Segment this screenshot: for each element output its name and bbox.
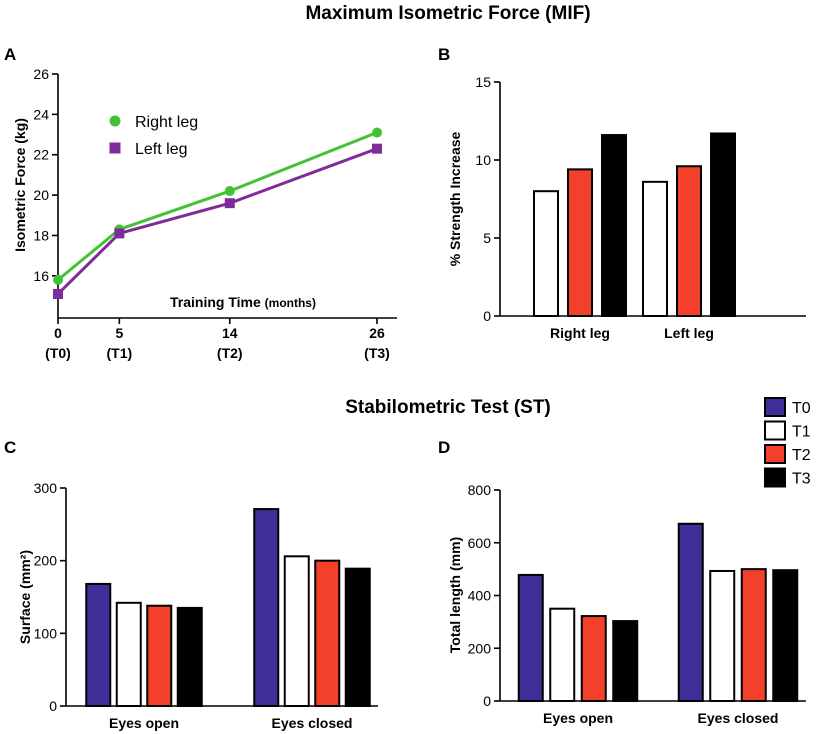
x-tick-label-a: 5 (115, 325, 123, 341)
bar-eyes-open-t1 (115, 601, 142, 708)
y-tick-label: 10 (475, 152, 491, 168)
bar-right-leg-t3 (601, 134, 627, 317)
x-tick-label-a: 14 (222, 325, 238, 341)
st-title: Stabilometric Test (ST) (345, 397, 551, 418)
legend-swatch-t2 (764, 444, 786, 464)
mif-title: Maximum Isometric Force (MIF) (305, 3, 590, 24)
bar-eyes-open-t3 (612, 620, 639, 702)
y-tick-label-a: 26 (33, 66, 49, 82)
y-tick-label-a: 16 (33, 268, 49, 284)
data-point-right-leg (372, 127, 382, 138)
x-tick-label-a: 0 (54, 325, 62, 341)
bar-eyes-closed-t2 (740, 568, 767, 702)
y-tick-label: 15 (475, 74, 491, 90)
x-axis-title-a: Training Time (months) (170, 294, 316, 310)
y-axis-title: Total length (mm) (447, 537, 463, 653)
series-line-left-leg (56, 147, 378, 296)
bar-eyes-open-t1 (549, 607, 576, 702)
y-tick-label: 5 (483, 230, 491, 246)
legend-label-t3: T3 (792, 471, 811, 488)
bar-eyes-open-t2 (146, 604, 173, 707)
y-tick-label: 0 (49, 698, 57, 714)
bar-eyes-closed-t2 (314, 559, 341, 708)
bar-eyes-open-t0 (85, 582, 112, 707)
x-tick-label: Left leg (664, 325, 714, 341)
y-tick-label: 0 (483, 693, 491, 709)
y-tick-label: 800 (468, 482, 492, 498)
bar-eyes-closed-t1 (283, 555, 310, 707)
legend-marker-right-leg (109, 115, 121, 127)
data-point-left-leg (53, 288, 63, 299)
x-tick-label: Eyes open (109, 715, 179, 731)
legend-label-t1: T1 (792, 424, 811, 441)
y-axis-title-a: Isometric Force (kg) (12, 118, 28, 252)
legend-swatch-t1 (764, 420, 786, 441)
x-tick-label: Eyes open (543, 710, 613, 726)
x-sub-label-a: (T1) (107, 345, 133, 361)
bar-eyes-closed-t3 (344, 567, 371, 707)
bar-right-leg-t2 (567, 168, 593, 317)
data-point-right-leg (224, 186, 235, 197)
x-axis-unit-a: (months) (265, 296, 316, 310)
y-tick-label: 600 (468, 535, 492, 551)
legend-swatch-t3 (764, 467, 786, 488)
panel-label-d: D (438, 438, 450, 457)
y-tick-label: 400 (468, 588, 492, 604)
y-tick-label-a: 18 (33, 227, 49, 243)
panel-label-c: C (4, 438, 16, 457)
panel-label-b: B (438, 45, 450, 64)
bar-eyes-closed-t0 (253, 508, 280, 707)
y-tick-label: 300 (34, 480, 58, 496)
bar-eyes-closed-t1 (709, 569, 736, 702)
bar-left-leg-t3 (710, 132, 736, 317)
x-sub-label-a: (T0) (45, 345, 71, 361)
x-tick-label: Eyes closed (698, 710, 779, 726)
legend-label-t0: T0 (792, 400, 811, 417)
chart-b: 0 5 10 15 % Strength Increase Right leg Left l… (447, 74, 806, 341)
y-tick-label: 200 (34, 553, 58, 569)
chart-d: 0 200 400 600 800 Total length (mm) Eyes open E… (447, 482, 806, 726)
y-tick-label-a: 20 (33, 187, 49, 203)
bar-eyes-closed-t0 (677, 522, 704, 703)
x-tick-label-a: 26 (369, 325, 385, 341)
x-sub-label-a: (T2) (217, 345, 243, 361)
data-point-left-leg (372, 143, 382, 154)
y-axis-title: % Strength Increase (447, 131, 463, 266)
y-tick-label: 200 (468, 640, 492, 656)
y-tick-label-a: 24 (33, 106, 49, 122)
legend-swatch-t0 (764, 397, 786, 417)
legend: T0 T1 T2 T3 (764, 397, 811, 488)
x-tick-label: Right leg (550, 325, 610, 341)
legend-label-left-leg: Left leg (135, 141, 187, 158)
chart-c: 0 100 200 300 Surface (mm²) Eyes open Eyes clo… (17, 480, 378, 731)
legend-label-right-leg: Right leg (135, 114, 198, 131)
data-point-right-leg (53, 274, 63, 285)
bar-eyes-closed-t3 (772, 569, 799, 702)
bar-left-leg-t2 (676, 165, 702, 317)
legend-label-t2: T2 (792, 447, 811, 464)
x-tick-label: Eyes closed (272, 715, 353, 731)
bar-eyes-open-t0 (517, 573, 544, 702)
bar-eyes-open-t3 (176, 606, 203, 708)
bar-left-leg-t1 (642, 180, 668, 317)
bar-eyes-open-t2 (580, 615, 607, 703)
data-point-left-leg (224, 198, 235, 209)
x-sub-label-a: (T3) (364, 345, 390, 361)
y-axis-title: Surface (mm²) (17, 550, 33, 644)
series-line-right-leg (57, 131, 378, 282)
y-tick-label: 100 (34, 625, 58, 641)
panel-label-a: A (4, 45, 16, 64)
y-tick-label: 0 (483, 308, 491, 324)
data-point-left-leg (114, 228, 125, 239)
y-tick-label-a: 22 (33, 147, 49, 163)
legend-marker-left-leg (109, 142, 121, 154)
bar-right-leg-t1 (533, 190, 559, 317)
chart-a: 16 18 20 22 24 26 0 (T0) 5 (T1) 14 (T2) 26 (T3) Traini… (12, 66, 397, 361)
